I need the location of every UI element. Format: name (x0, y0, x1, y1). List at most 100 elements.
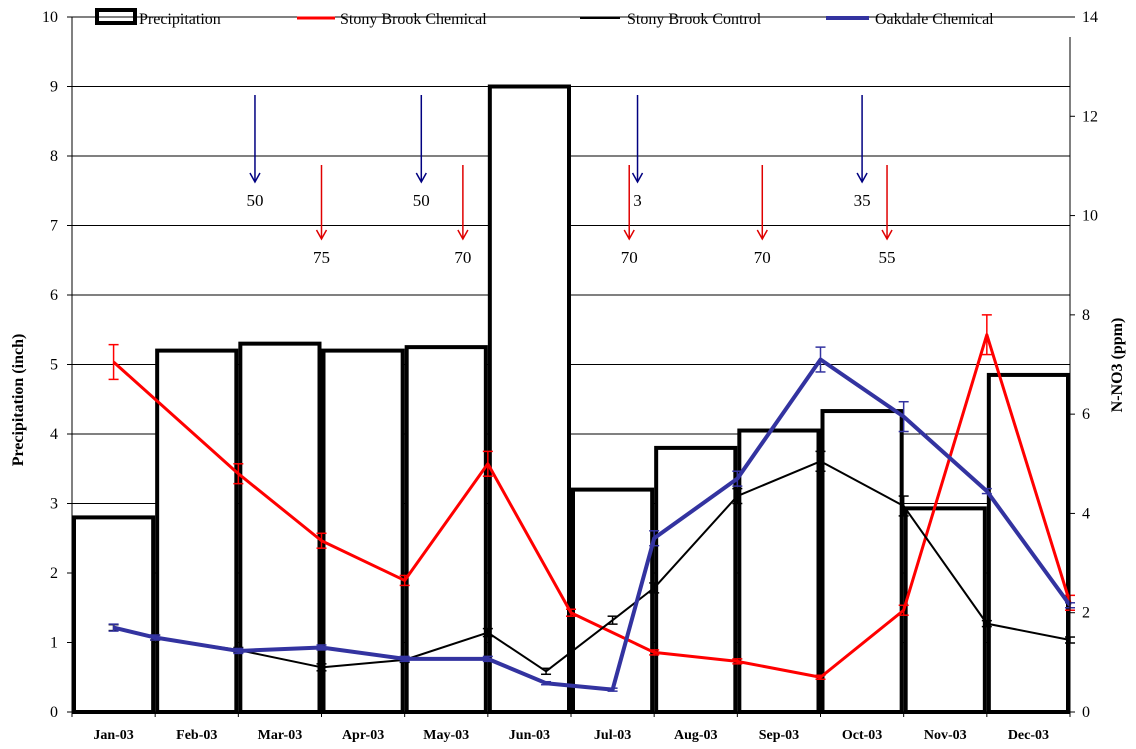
error-bar-stony-brook-chemical-0 (108, 343, 119, 381)
y-tick-label-3: 3 (50, 496, 58, 513)
legend-swatch-precipitation (95, 8, 137, 25)
bar-jul-03 (571, 487, 655, 714)
arrow-label: 50 (413, 191, 430, 210)
error-bar-oakdale-chemical-10 (815, 346, 826, 373)
x-tick-label-jun-03: Jun-03 (509, 728, 550, 743)
error-bar-stony-brook-chemical-5 (566, 608, 576, 617)
legend-label-stony-brook-chemical: Stony Brook Chemical (340, 11, 487, 28)
x-tick-label-nov-03: Nov-03 (924, 728, 967, 743)
y2-tick-label-3: 6 (1082, 406, 1090, 423)
y-tick-label-2: 2 (50, 565, 58, 582)
error-bar-oakdale-chemical-4 (399, 655, 410, 663)
error-bar-stony-brook-control-11 (898, 495, 909, 517)
blue-arrow-3: 35 (854, 95, 871, 210)
legend-label-precipitation: Precipitation (139, 11, 221, 28)
arrow-label: 50 (246, 191, 263, 210)
x-tick-label-may-03: May-03 (423, 728, 469, 743)
series-line-stony-brook-control (113, 460, 1071, 673)
arrow-label: 35 (854, 191, 871, 210)
error-bar-oakdale-chemical-1 (150, 634, 161, 641)
series-line-stony-brook-chemical (112, 333, 1072, 679)
error-bar-oakdale-chemical-9 (732, 470, 743, 487)
y-tick-label-1: 1 (50, 635, 58, 652)
blue-arrow-1: 50 (413, 95, 430, 210)
x-tick-label-feb-03: Feb-03 (176, 728, 217, 743)
x-tick-label-apr-03: Apr-03 (342, 728, 384, 743)
x-tick-label-oct-03: Oct-03 (842, 728, 882, 743)
arrow-head (315, 229, 328, 241)
bar-feb-03 (155, 348, 239, 714)
y-tick-label-9: 9 (50, 79, 58, 96)
error-bar-stony-brook-chemical-4 (482, 450, 493, 477)
error-bar-stony-brook-chemical-3 (399, 574, 410, 587)
error-bar-stony-brook-chemical-7 (732, 658, 743, 665)
x-tick-label-mar-03: Mar-03 (258, 728, 303, 743)
error-bar-stony-brook-control-5 (482, 627, 493, 638)
y2-tick-label-4: 8 (1082, 307, 1090, 324)
error-bar-stony-brook-control-10 (815, 450, 826, 472)
red-arrow-1: 70 (454, 165, 471, 267)
arrow-label: 3 (633, 191, 642, 210)
error-bar-stony-brook-chemical-1 (233, 463, 244, 485)
legend-label-oakdale-chemical: Oakdale Chemical (875, 11, 994, 28)
y-tick-label-0: 0 (50, 704, 58, 721)
arrow-head (631, 172, 644, 184)
y-tick-label-4: 4 (50, 426, 58, 443)
arrow-label: 55 (879, 248, 896, 267)
blue-arrow-0: 50 (246, 95, 263, 210)
error-bar-oakdale-chemical-3 (316, 644, 327, 651)
error-bar-stony-brook-control-6 (541, 667, 552, 676)
line-series (108, 314, 1075, 692)
y2-axis-title: N-NO3 (ppm) (1109, 318, 1126, 413)
y-tick-label-6: 6 (50, 287, 58, 304)
bar-jan-03 (72, 515, 156, 715)
error-bar-oakdale-chemical-0 (108, 623, 119, 632)
arrow-label: 70 (621, 248, 638, 267)
bar-nov-03 (903, 506, 987, 714)
arrow-head (457, 229, 469, 241)
y2-tick-label-6: 12 (1082, 108, 1098, 125)
legend-label-stony-brook-control: Stony Brook Control (627, 11, 762, 28)
bar-dec-03 (986, 372, 1070, 714)
error-bar-oakdale-chemical-6 (541, 680, 552, 686)
y-tick-label-5: 5 (50, 357, 58, 374)
application-annotations: 50 50 3 35 75 70 70 70 55 (246, 95, 896, 267)
error-bar-stony-brook-control-7 (607, 615, 618, 625)
red-arrow-3: 70 (754, 165, 771, 267)
error-bar-stony-brook-control-3 (316, 663, 327, 672)
arrow-label: 75 (313, 248, 330, 267)
error-bar-oakdale-chemical-8 (649, 530, 660, 547)
precipitation-bars (72, 84, 1070, 715)
y-tick-label-8: 8 (50, 148, 58, 165)
legend: Precipitation Stony Brook Chemical Stony… (95, 8, 994, 28)
arrow-head (623, 229, 635, 241)
bar-jun-03 (487, 84, 572, 714)
x-tick-label-jul-03: Jul-03 (594, 728, 631, 743)
y2-tick-label-0: 0 (1082, 704, 1090, 721)
error-bar-stony-brook-control-8 (649, 582, 660, 594)
error-bar-stony-brook-chemical-10 (981, 314, 992, 356)
error-bar-stony-brook-control-9 (732, 487, 743, 505)
arrow-head (756, 229, 768, 241)
y2-tick-label-5: 10 (1082, 208, 1098, 225)
x-tick-label-jan-03: Jan-03 (93, 728, 133, 743)
error-bar-oakdale-chemical-12 (981, 487, 992, 495)
x-tick-label-dec-03: Dec-03 (1008, 728, 1049, 743)
bar-oct-03 (820, 409, 904, 714)
arrow-head (415, 172, 427, 184)
y2-tick-label-7: 14 (1082, 9, 1098, 26)
error-bar-stony-brook-chemical-8 (815, 674, 826, 680)
error-bar-oakdale-chemical-5 (482, 655, 493, 663)
red-arrow-4: 55 (879, 165, 896, 267)
x-tick-label-aug-03: Aug-03 (674, 728, 718, 743)
y-axis-title: Precipitation (inch) (10, 334, 27, 467)
error-bar-stony-brook-control-12 (981, 619, 992, 628)
error-bar-oakdale-chemical-11 (898, 400, 909, 433)
y-tick-label-7: 7 (50, 218, 58, 235)
arrow-head (249, 172, 261, 184)
error-bar-stony-brook-chemical-9 (898, 604, 909, 616)
error-bar-oakdale-chemical-7 (607, 687, 618, 692)
y2-tick-label-1: 2 (1082, 605, 1090, 622)
red-arrow-2: 70 (621, 165, 638, 267)
